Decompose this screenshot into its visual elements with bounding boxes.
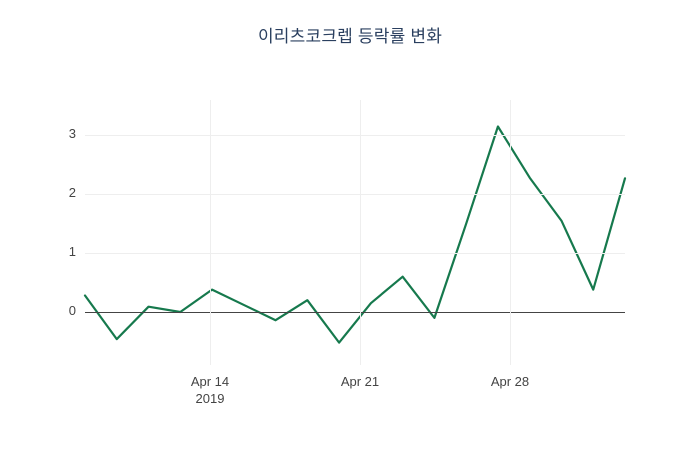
plot-area (83, 100, 627, 365)
x-tick-label: Apr 28 (450, 373, 570, 390)
gridline-vertical (510, 100, 511, 365)
gridline-horizontal (85, 253, 625, 255)
gridline-horizontal (85, 135, 625, 137)
x-tick-label-primary: Apr 28 (490, 374, 530, 389)
gridline-vertical (210, 100, 211, 365)
gridline-vertical (360, 100, 361, 365)
x-tick-label-primary: Apr 14 (190, 374, 230, 389)
chart-title: 이리츠코크렙 등락률 변화 (257, 27, 443, 46)
zero-line (85, 312, 625, 313)
y-tick-label: 0 (68, 303, 76, 318)
y-tick-label: 2 (68, 185, 76, 201)
series-polyline (83, 125, 627, 344)
x-tick-label-year: 2019 (195, 391, 225, 406)
x-tick-label-primary: Apr 21 (340, 374, 380, 389)
line-series (83, 125, 627, 344)
x-tick-label: Apr 14 2019 (150, 373, 270, 407)
y-tick-label: 3 (68, 126, 76, 142)
gridline-horizontal (85, 194, 625, 196)
x-tick-label: Apr 21 (300, 373, 420, 390)
y-tick-label: 1 (68, 244, 76, 260)
